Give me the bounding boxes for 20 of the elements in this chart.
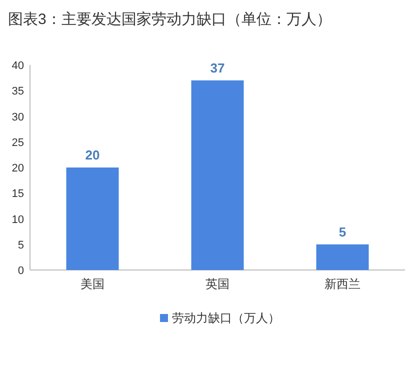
x-tick-label: 新西兰 (324, 277, 360, 291)
y-tick-label: 5 (18, 239, 24, 252)
y-tick-label: 40 (12, 60, 24, 72)
bar (316, 244, 369, 270)
bar (191, 80, 244, 270)
data-label: 37 (210, 60, 225, 76)
x-tick-label: 美国 (80, 277, 104, 291)
y-tick-label: 25 (12, 136, 24, 149)
y-tick-label: 30 (12, 111, 24, 124)
y-tick-label: 20 (12, 162, 24, 174)
y-tick-label: 10 (12, 214, 24, 226)
data-label: 5 (338, 224, 346, 240)
y-tick-label: 0 (18, 265, 24, 277)
data-label: 20 (85, 148, 100, 162)
y-tick-label: 15 (12, 188, 24, 200)
legend-label: 劳动力缺口（万人） (172, 311, 280, 325)
y-tick-label: 35 (12, 86, 24, 98)
bar (66, 168, 119, 270)
chart-title: 图表3：主要发达国家劳动力缺口（单位：万人） (8, 11, 332, 28)
x-tick-label: 英国 (206, 277, 230, 291)
